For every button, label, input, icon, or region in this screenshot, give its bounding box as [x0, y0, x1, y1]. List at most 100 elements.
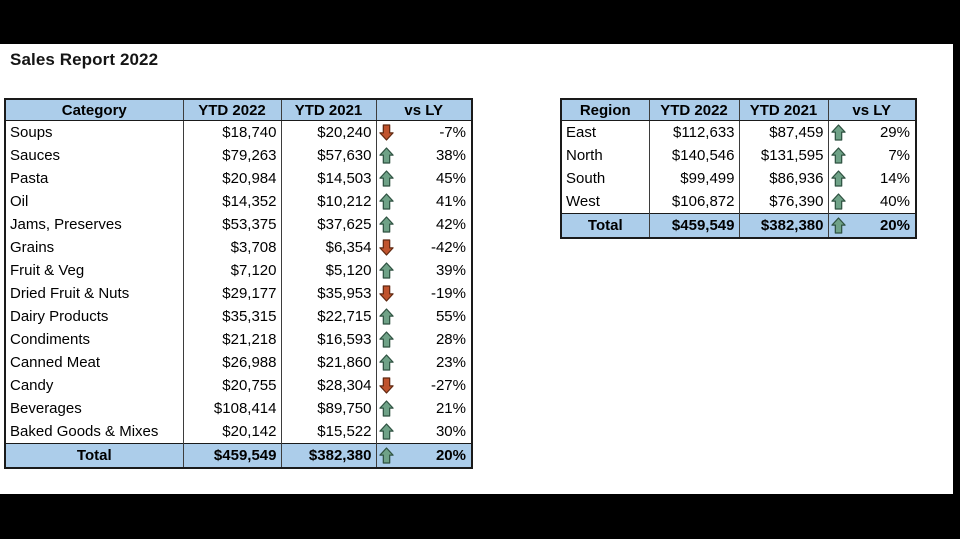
vs-ly-inner: 55% [377, 305, 471, 328]
vs-ly-inner: -27% [377, 374, 471, 397]
ytd-2022-cell: $99,499 [648, 167, 739, 190]
ytd-2022-cell: $14,352 [182, 190, 281, 213]
row-label-cell: Dried Fruit & Nuts [10, 285, 130, 302]
vs-ly-inner: -42% [377, 236, 471, 259]
table-row: East $112,633 $87,459 29% [561, 120, 916, 144]
vs-ly-inner: -19% [377, 282, 471, 305]
column-header-vs-ly: vs LY [827, 99, 916, 121]
ytd-2021-cell: $89,750 [280, 397, 376, 420]
table-row: Total $459,549 $382,380 20% [561, 213, 916, 238]
vs-ly-cell: 42% [375, 213, 472, 236]
ytd-2021-cell: $14,503 [280, 167, 376, 190]
vs-ly-inner: 14% [829, 167, 915, 190]
table-row: Soups $18,740 $20,240 -7% [5, 120, 472, 144]
up-arrow-icon [830, 193, 846, 210]
vs-ly-cell: 55% [375, 305, 472, 328]
table-row: Canned Meat $26,988 $21,860 23% [5, 351, 472, 374]
row-label-cell: Dairy Products [10, 308, 109, 325]
ytd-2022-cell: $35,315 [182, 305, 281, 328]
ytd-2021-cell: $382,380 [280, 443, 376, 468]
vs-ly-value: 28% [435, 331, 466, 348]
up-arrow-icon [378, 147, 394, 164]
report-panel: Sales Report 2022 Category YTD 2022 YTD … [0, 44, 953, 494]
ytd-2021-cell: $6,354 [280, 236, 376, 259]
vs-ly-inner: -7% [377, 121, 471, 144]
vs-ly-value: -19% [430, 285, 466, 302]
ytd-2022-cell: $79,263 [182, 144, 281, 167]
ytd-2022-cell: $20,984 [182, 167, 281, 190]
category-table-header: Category YTD 2022 YTD 2021 vs LY [5, 99, 472, 121]
vs-ly-inner: 21% [377, 397, 471, 420]
table-row: Fruit & Veg $7,120 $5,120 39% [5, 259, 472, 282]
up-arrow-icon [378, 447, 394, 464]
table-row: Total $459,549 $382,380 20% [5, 443, 472, 468]
ytd-2021-cell: $28,304 [280, 374, 376, 397]
vs-ly-inner: 39% [377, 259, 471, 282]
column-header-ytd-2021: YTD 2021 [738, 99, 828, 121]
up-arrow-icon [378, 354, 394, 371]
vs-ly-cell: 7% [827, 144, 916, 167]
ytd-2021-cell: $16,593 [280, 328, 376, 351]
row-label-cell: Grains [10, 239, 55, 256]
column-header-region: Region [561, 99, 649, 121]
ytd-2022-cell: $20,142 [182, 420, 281, 444]
row-label-cell: East [566, 124, 597, 141]
table-row: Dried Fruit & Nuts $29,177 $35,953 -19% [5, 282, 472, 305]
up-arrow-icon [830, 217, 846, 234]
down-arrow-icon [378, 239, 394, 256]
ytd-2022-cell: $459,549 [648, 213, 739, 238]
row-label-cell: Candy [10, 377, 54, 394]
vs-ly-inner: 38% [377, 144, 471, 167]
vs-ly-value: 45% [435, 170, 466, 187]
up-arrow-icon [378, 331, 394, 348]
ytd-2022-cell: $3,708 [182, 236, 281, 259]
vs-ly-value: 20% [435, 447, 466, 464]
vs-ly-cell: -19% [375, 282, 472, 305]
table-row: Jams, Preserves $53,375 $37,625 42% [5, 213, 472, 236]
row-label-cell: Pasta [10, 170, 49, 187]
table-row: Beverages $108,414 $89,750 21% [5, 397, 472, 420]
vs-ly-cell: 41% [375, 190, 472, 213]
table-row: West $106,872 $76,390 40% [561, 190, 916, 214]
row-label-cell: Fruit & Veg [10, 262, 85, 279]
column-header-category: Category [5, 99, 183, 121]
table-row: Baked Goods & Mixes $20,142 $15,522 30% [5, 420, 472, 444]
vs-ly-value: 42% [435, 216, 466, 233]
vs-ly-cell: 39% [375, 259, 472, 282]
header-row: Region YTD 2022 YTD 2021 vs LY [561, 99, 916, 121]
vs-ly-cell: -42% [375, 236, 472, 259]
row-label-cell: Total [5, 443, 183, 468]
down-arrow-icon [378, 124, 394, 141]
column-header-ytd-2022: YTD 2022 [182, 99, 281, 121]
up-arrow-icon [378, 216, 394, 233]
vs-ly-value: 40% [879, 193, 910, 210]
ytd-2021-cell: $57,630 [280, 144, 376, 167]
region-table-header: Region YTD 2022 YTD 2021 vs LY [561, 99, 916, 121]
header-row: Category YTD 2022 YTD 2021 vs LY [5, 99, 472, 121]
up-arrow-icon [378, 262, 394, 279]
ytd-2022-cell: $21,218 [182, 328, 281, 351]
up-arrow-icon [830, 124, 846, 141]
up-arrow-icon [830, 147, 846, 164]
table-row: Pasta $20,984 $14,503 45% [5, 167, 472, 190]
up-arrow-icon [378, 400, 394, 417]
vs-ly-value: 38% [435, 147, 466, 164]
vs-ly-cell: 21% [375, 397, 472, 420]
row-label-cell: Canned Meat [10, 354, 101, 371]
vs-ly-cell: 20% [827, 213, 916, 238]
ytd-2021-cell: $35,953 [280, 282, 376, 305]
column-header-vs-ly: vs LY [375, 99, 472, 121]
vs-ly-value: 29% [879, 124, 910, 141]
up-arrow-icon [378, 193, 394, 210]
ytd-2021-cell: $76,390 [738, 190, 828, 214]
row-label-cell: South [566, 170, 606, 187]
row-label-cell: Soups [10, 124, 53, 141]
vs-ly-cell: -7% [375, 120, 472, 144]
table-row: Oil $14,352 $10,212 41% [5, 190, 472, 213]
category-table-body: Soups $18,740 $20,240 -7% Sauces $79,263… [5, 120, 472, 468]
ytd-2022-cell: $140,546 [648, 144, 739, 167]
row-label-cell: Condiments [10, 331, 91, 348]
ytd-2022-cell: $108,414 [182, 397, 281, 420]
vs-ly-cell: 23% [375, 351, 472, 374]
table-row: South $99,499 $86,936 14% [561, 167, 916, 190]
